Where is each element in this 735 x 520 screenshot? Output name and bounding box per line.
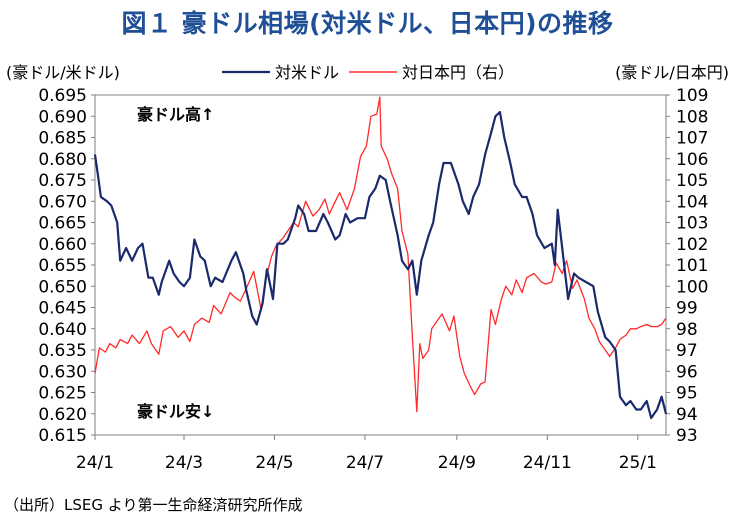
right-tick-label: 95 (676, 384, 698, 404)
left-tick-label: 0.650 (38, 277, 87, 297)
right-tick-label: 106 (676, 150, 708, 170)
left-tick-label: 0.625 (38, 384, 87, 404)
right-tick-label: 97 (676, 341, 698, 361)
left-tick-label: 0.670 (38, 192, 87, 212)
right-tick-label: 94 (676, 405, 698, 425)
left-tick-label: 0.620 (38, 405, 87, 425)
left-tick-label: 0.645 (38, 299, 87, 319)
right-tick-label: 93 (676, 426, 698, 446)
right-axis-label: (豪ドル/日本円) (615, 63, 729, 82)
right-tick-label: 105 (676, 171, 708, 191)
x-tick-label: 24/5 (255, 453, 293, 473)
x-tick-label: 25/1 (619, 453, 657, 473)
legend-label-jpy: 対日本円（右） (402, 63, 514, 82)
left-tick-label: 0.680 (38, 150, 87, 170)
legend-label-usd: 対米ドル (275, 63, 339, 82)
right-tick-label: 102 (676, 235, 708, 255)
chart-title: 図１ 豪ドル相場(対米ドル、日本円)の推移 (121, 9, 614, 38)
right-tick-label: 100 (676, 277, 708, 297)
plot-area (94, 94, 667, 436)
series-jpy (94, 96, 667, 413)
series-line (93, 110, 668, 420)
left-tick-label: 0.615 (38, 426, 87, 446)
x-tick-label: 24/3 (165, 453, 203, 473)
x-axis: 24/1 24/3 24/5 24/7 24/9 24/11 25/1 (76, 435, 657, 473)
left-tick-label: 0.630 (38, 362, 87, 382)
left-tick-label: 0.635 (38, 341, 87, 361)
x-tick-label: 24/1 (76, 453, 114, 473)
right-tick-label: 96 (676, 362, 698, 382)
right-tick-label: 99 (676, 299, 698, 319)
series-line (94, 96, 667, 413)
legend: 対米ドル 対日本円（右） (222, 63, 514, 82)
left-tick-label: 0.640 (38, 320, 87, 340)
right-tick-label: 108 (676, 107, 708, 127)
left-tick-label: 0.690 (38, 107, 87, 127)
left-axis-label: (豪ドル/米ドル) (6, 63, 120, 82)
left-tick-label: 0.695 (38, 86, 87, 106)
annotation-aud-high: 豪ドル高↑ (137, 105, 214, 124)
right-tick-label: 103 (676, 214, 708, 234)
left-tick-label: 0.655 (38, 256, 87, 276)
source-note: （出所）LSEG より第一生命経済研究所作成 (4, 496, 303, 514)
x-tick-label: 24/7 (346, 453, 384, 473)
right-tick-label: 104 (676, 192, 708, 212)
x-tick-label: 24/9 (438, 453, 476, 473)
left-tick-label: 0.675 (38, 171, 87, 191)
right-tick-label: 107 (676, 129, 708, 149)
left-tick-label: 0.685 (38, 129, 87, 149)
left-tick-label: 0.660 (38, 235, 87, 255)
right-axis: 1091081071061051041031021011009998979695… (666, 86, 708, 446)
right-tick-label: 109 (676, 86, 708, 106)
right-tick-label: 98 (676, 320, 698, 340)
left-tick-label: 0.665 (38, 214, 87, 234)
left-axis: 0.6950.6900.6850.6800.6750.6700.6650.660… (38, 86, 95, 446)
series-usd (93, 110, 668, 420)
x-tick-label: 24/11 (523, 453, 572, 473)
annotation-aud-low: 豪ドル安↓ (137, 402, 214, 421)
right-tick-label: 101 (676, 256, 708, 276)
